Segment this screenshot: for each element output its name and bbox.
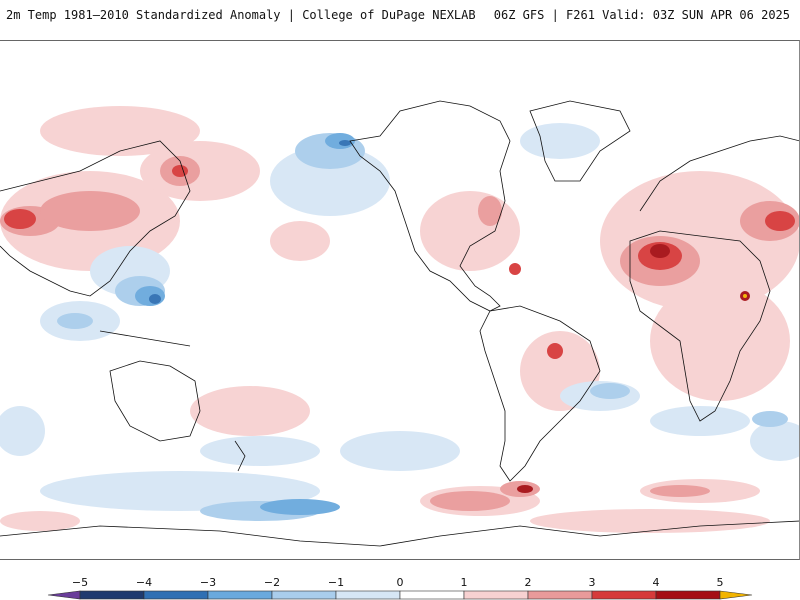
world-map xyxy=(0,40,800,560)
colorbar-tick-label: −1 xyxy=(327,576,345,589)
colorbar-bin xyxy=(271,590,337,600)
colorbar-tick-label: −2 xyxy=(263,576,281,589)
model-run-info: 06Z GFS | F261 Valid: 03Z SUN APR 06 202… xyxy=(493,8,790,22)
anomaly-shading xyxy=(0,106,799,533)
colorbar-bin xyxy=(207,590,273,600)
colorbar-tick-label: −5 xyxy=(71,576,89,589)
colorbar-bin xyxy=(719,590,753,600)
colorbar-tick-label: −4 xyxy=(135,576,153,589)
coastlines xyxy=(0,100,799,547)
colorbar-tick-label: 4 xyxy=(652,576,660,589)
colorbar-tick-label: 2 xyxy=(524,576,532,589)
colorbar-bin xyxy=(143,590,209,600)
colorbar-bin xyxy=(527,590,593,600)
map-title: 2m Temp 1981–2010 Standardized Anomaly |… xyxy=(6,8,476,22)
colorbar-bin xyxy=(463,590,529,600)
colorbar-bin xyxy=(591,590,657,600)
header: 2m Temp 1981–2010 Standardized Anomaly |… xyxy=(0,0,800,30)
colorbar: −5 −4 −3 −2 −1 0 1 2 3 4 5 xyxy=(0,566,800,600)
colorbar-gradient xyxy=(47,590,753,600)
colorbar-bin xyxy=(47,590,81,600)
colorbar-tick-label: 3 xyxy=(588,576,596,589)
colorbar-bin xyxy=(655,590,721,600)
colorbar-bin xyxy=(399,590,465,600)
colorbar-bin xyxy=(335,590,401,600)
colorbar-tick-label: 5 xyxy=(716,576,724,589)
colorbar-tick-label: −3 xyxy=(199,576,217,589)
anomaly-map-canvas xyxy=(0,100,799,547)
colorbar-tick-label: 0 xyxy=(396,576,404,589)
colorbar-tick-label: 1 xyxy=(460,576,468,589)
colorbar-bin xyxy=(79,590,145,600)
